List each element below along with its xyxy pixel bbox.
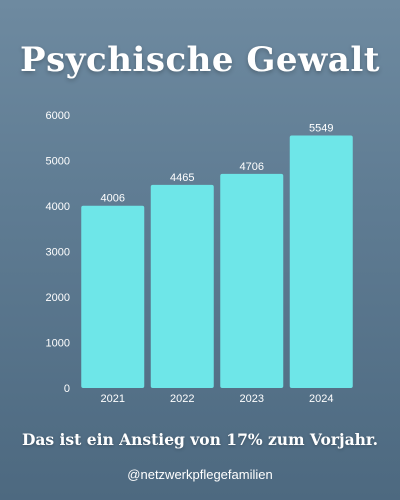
y-tick-label: 2000 [46,292,70,304]
y-tick-label: 6000 [46,110,70,122]
y-tick-label: 4000 [46,201,70,213]
chart-title: Psychische Gewalt [20,40,380,80]
x-tick-label: 2024 [309,393,333,405]
bar-2024 [289,135,353,388]
account-handle: @netzwerkpflegefamilien [127,467,273,482]
chart-caption: Das ist ein Anstieg von 17% zum Vorjahr. [21,430,379,449]
x-tick-label: 2023 [240,393,264,405]
y-tick-label: 0 [64,383,70,395]
bar-2021 [81,205,145,388]
data-label: 4706 [240,161,264,173]
bar-2023 [220,173,284,388]
data-label: 4006 [101,193,125,205]
x-tick-label: 2022 [170,393,194,405]
y-tick-label: 3000 [46,247,70,259]
data-label: 4465 [170,172,194,184]
x-tick-label: 2021 [101,393,125,405]
y-tick-label: 5000 [46,156,70,168]
y-tick-label: 1000 [46,338,70,350]
data-label: 5549 [309,123,333,135]
bar-2022 [150,184,214,388]
